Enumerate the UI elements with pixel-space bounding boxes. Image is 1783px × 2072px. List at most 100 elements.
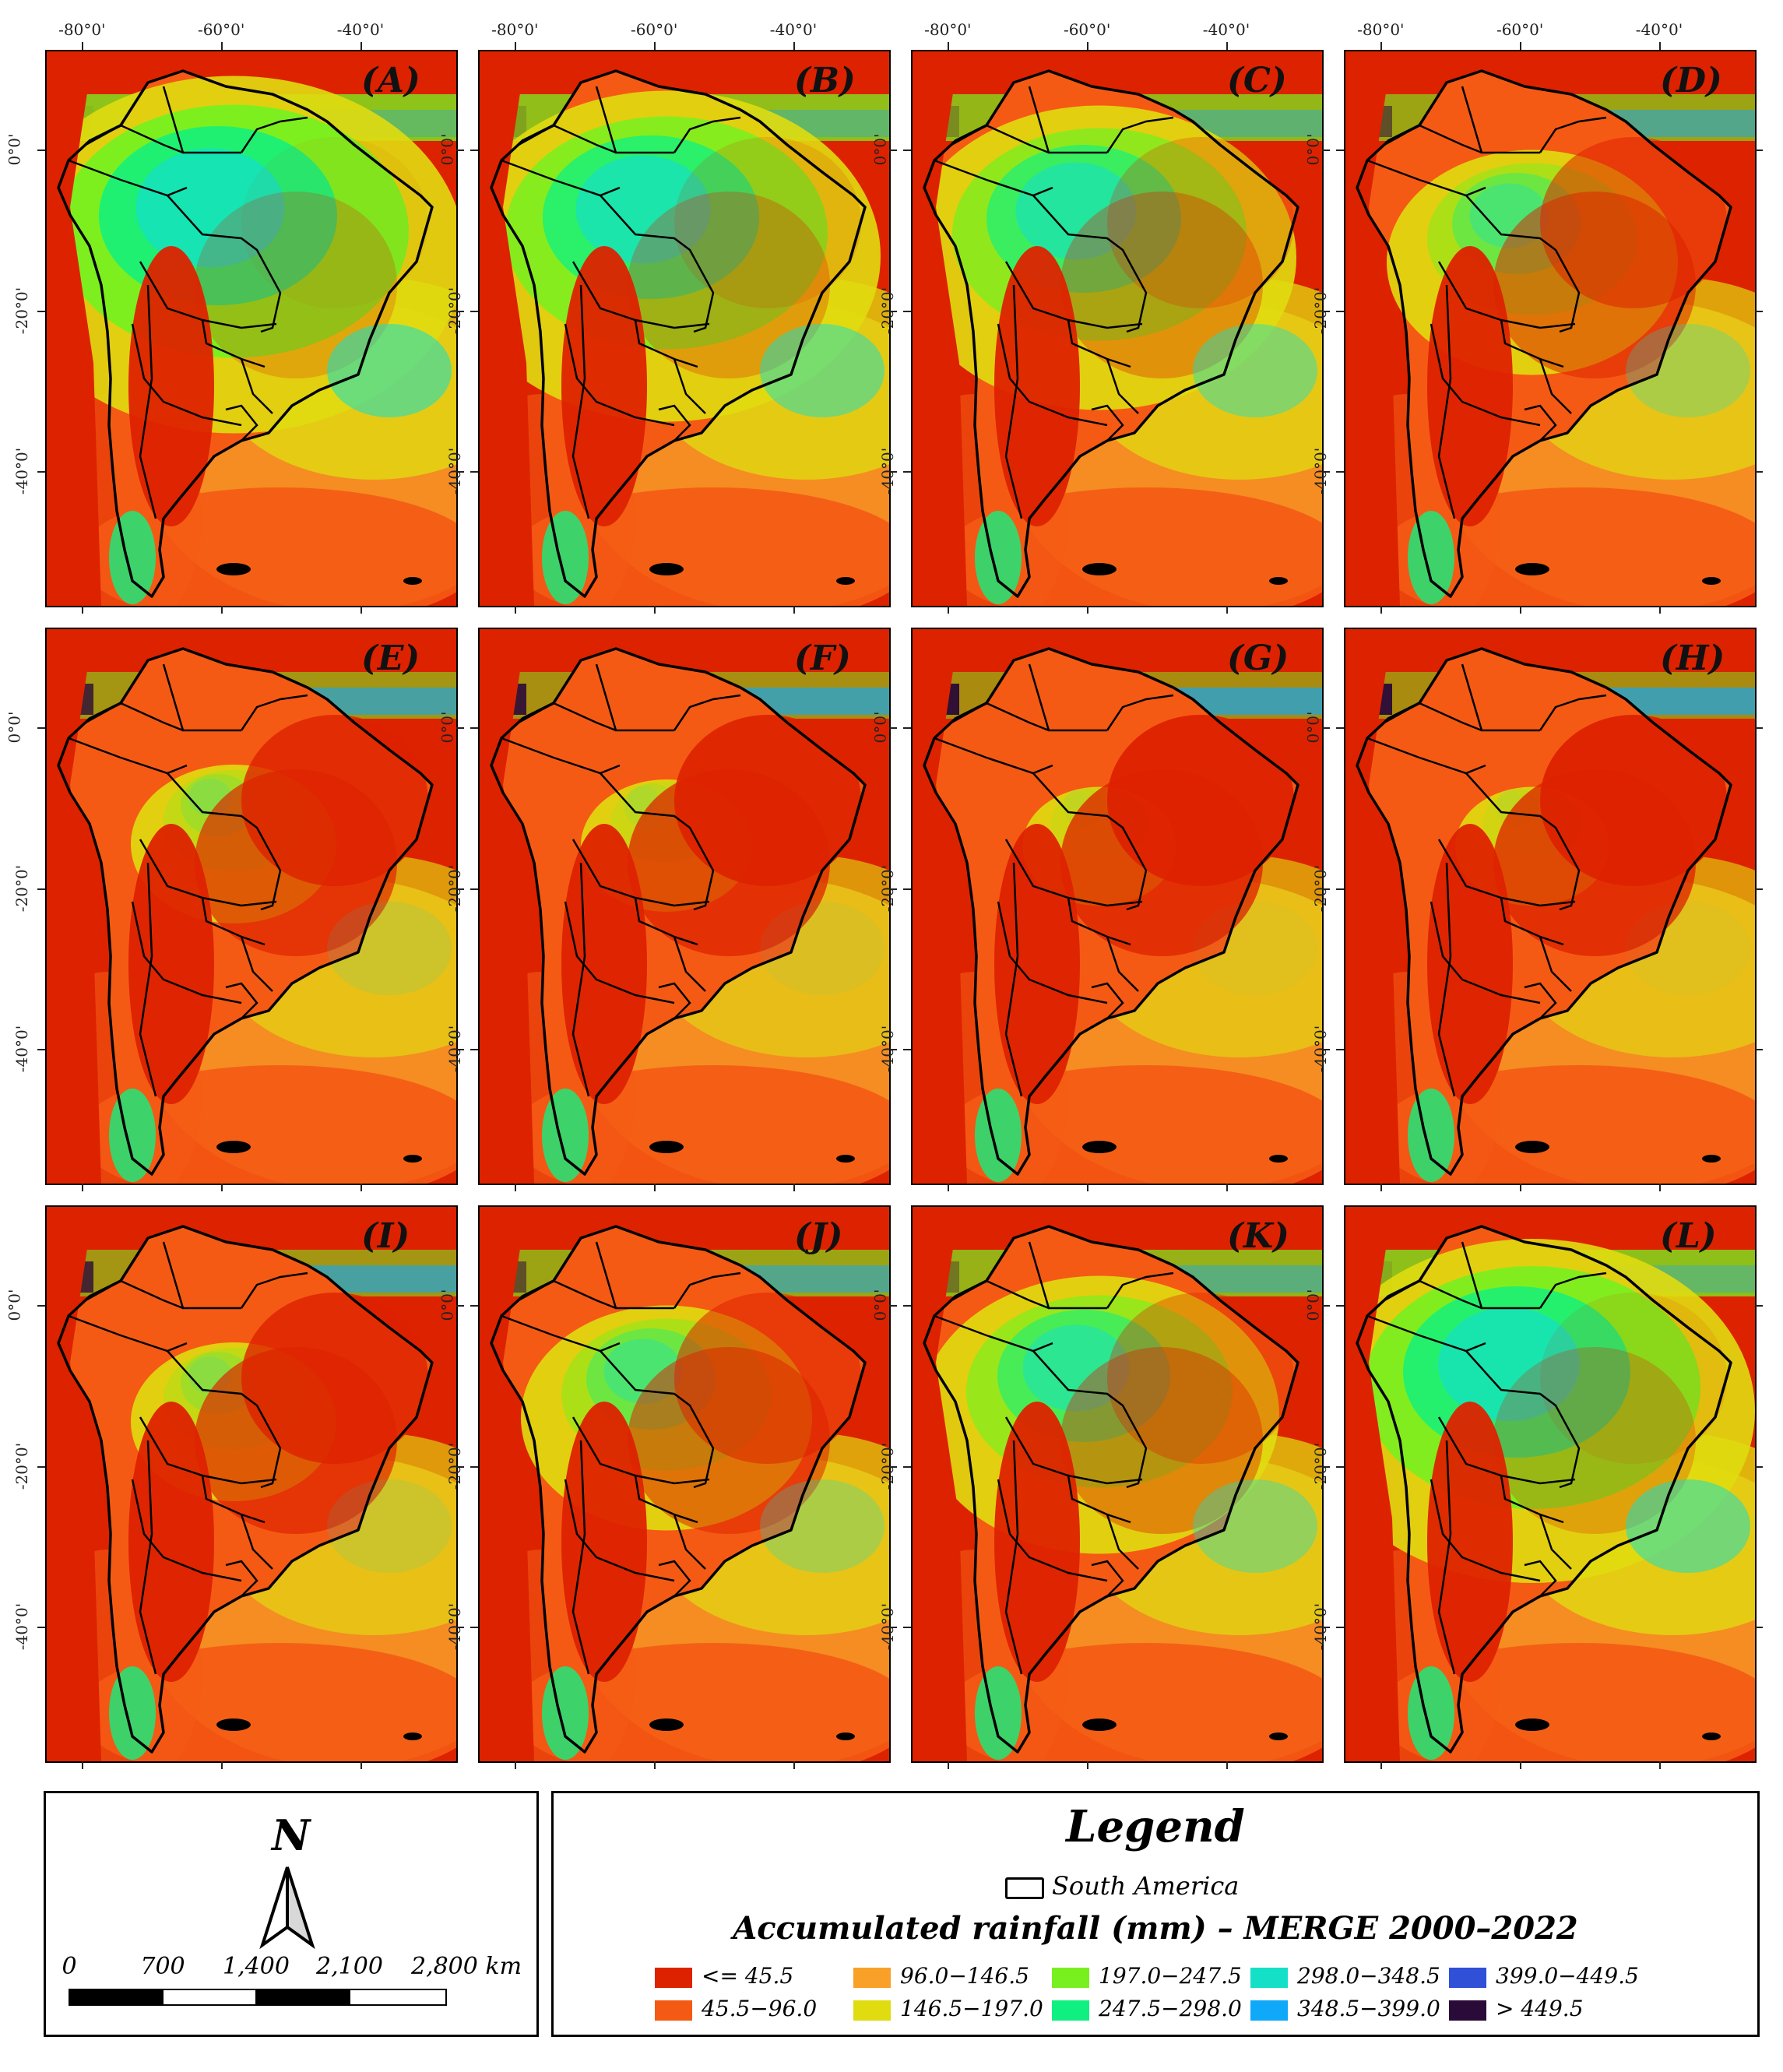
y-tick-mark bbox=[470, 150, 478, 152]
x-tick-mark bbox=[82, 606, 84, 614]
x-tick-mark bbox=[793, 42, 796, 50]
legend-swatch bbox=[1250, 2000, 1288, 2021]
y-tick-label: -40°0' bbox=[878, 447, 898, 495]
x-tick-mark bbox=[360, 606, 363, 614]
scale-label: 1,400 bbox=[223, 1953, 290, 1980]
x-tick-mark bbox=[221, 606, 223, 614]
y-tick-mark bbox=[889, 727, 897, 730]
y-tick-mark bbox=[1322, 888, 1330, 890]
legend-class-item: <= 45.5 bbox=[655, 1963, 793, 1989]
y-tick-mark bbox=[456, 1627, 464, 1629]
legend-subtitle: Accumulated rainfall (mm) – MERGE 2000–2… bbox=[733, 1910, 1578, 1947]
y-tick-mark bbox=[1336, 1627, 1344, 1629]
y-tick-label: -20°0' bbox=[1311, 1442, 1331, 1490]
legend-title: Legend bbox=[1066, 1801, 1245, 1852]
panel-label: (D) bbox=[1660, 61, 1722, 100]
y-tick-mark bbox=[470, 1305, 478, 1307]
y-tick-mark bbox=[1336, 1049, 1344, 1051]
x-tick-mark bbox=[654, 42, 656, 50]
y-tick-label: 0°0' bbox=[1303, 133, 1323, 166]
y-tick-label: -40°0' bbox=[12, 1025, 32, 1073]
x-tick-mark bbox=[515, 1761, 517, 1769]
y-tick-mark bbox=[456, 150, 464, 152]
y-tick-mark bbox=[456, 471, 464, 473]
scale-label: 2,100 bbox=[316, 1953, 383, 1980]
y-tick-mark bbox=[1755, 1305, 1763, 1307]
x-tick-label: -80°0' bbox=[58, 20, 106, 39]
x-tick-mark bbox=[1087, 1184, 1089, 1191]
y-tick-label: -40°0' bbox=[1311, 447, 1331, 495]
x-tick-mark bbox=[82, 1761, 84, 1769]
panel-label: (G) bbox=[1227, 638, 1289, 678]
y-tick-mark bbox=[1755, 727, 1763, 730]
legend-class-label: 348.5−399.0 bbox=[1297, 1996, 1440, 2021]
y-tick-mark bbox=[1322, 1049, 1330, 1051]
y-tick-mark bbox=[889, 1049, 897, 1051]
rainfall-map bbox=[1344, 628, 1757, 1185]
rainfall-map bbox=[1344, 50, 1757, 607]
legend-class-item: 247.5−298.0 bbox=[1052, 1996, 1242, 2021]
x-tick-mark bbox=[1659, 606, 1662, 614]
x-tick-mark bbox=[1520, 42, 1522, 50]
y-tick-mark bbox=[470, 471, 478, 473]
y-tick-mark bbox=[470, 310, 478, 312]
legend-class-label: 399.0−449.5 bbox=[1496, 1963, 1639, 1989]
x-tick-mark bbox=[360, 42, 363, 50]
y-tick-mark bbox=[1322, 1465, 1330, 1468]
y-tick-label: -40°0' bbox=[1311, 1602, 1331, 1651]
legend-swatch bbox=[853, 2000, 891, 2021]
panel-label: (I) bbox=[361, 1216, 410, 1256]
legend-swatch bbox=[853, 1967, 891, 1988]
y-tick-mark bbox=[470, 1049, 478, 1051]
legend-swatch bbox=[1449, 2000, 1486, 2021]
x-tick-mark bbox=[515, 1184, 517, 1191]
y-tick-label: -20°0' bbox=[878, 287, 898, 334]
x-tick-mark bbox=[948, 42, 950, 50]
y-tick-label: 0°0' bbox=[5, 133, 24, 166]
y-tick-mark bbox=[37, 1465, 45, 1468]
panel-label: (E) bbox=[361, 638, 420, 678]
rainfall-map bbox=[45, 628, 458, 1185]
y-tick-mark bbox=[903, 1049, 911, 1051]
legend-class-label: 247.5−298.0 bbox=[1099, 1996, 1242, 2021]
y-tick-mark bbox=[37, 1305, 45, 1307]
legend-class-item: 96.0−146.5 bbox=[853, 1963, 1029, 1989]
legend-class-item: 399.0−449.5 bbox=[1449, 1963, 1639, 1989]
y-tick-mark bbox=[470, 1465, 478, 1468]
panel-label: (H) bbox=[1660, 638, 1725, 678]
y-tick-mark bbox=[1755, 471, 1763, 473]
boundary-label: South America bbox=[1052, 1871, 1240, 1901]
y-tick-label: 0°0' bbox=[438, 711, 457, 744]
y-tick-label: -40°0' bbox=[12, 447, 32, 495]
x-tick-mark bbox=[360, 1761, 363, 1769]
legend-class-item: 45.5−96.0 bbox=[655, 1996, 817, 2021]
x-tick-mark bbox=[948, 1761, 950, 1769]
x-tick-mark bbox=[654, 1761, 656, 1769]
legend-boundary-item: South America bbox=[1005, 1871, 1239, 1901]
x-tick-mark bbox=[221, 1184, 223, 1191]
rainfall-map bbox=[45, 1205, 458, 1763]
boundary-swatch bbox=[1005, 1877, 1044, 1899]
panel-label: (C) bbox=[1227, 61, 1287, 100]
panel-label: (F) bbox=[794, 638, 851, 678]
legend-class-label: 96.0−146.5 bbox=[900, 1963, 1029, 1989]
y-tick-mark bbox=[1755, 150, 1763, 152]
legend-class-label: 146.5−197.0 bbox=[900, 1996, 1043, 2021]
legend-class-label: > 449.5 bbox=[1496, 1996, 1584, 2021]
y-tick-mark bbox=[456, 310, 464, 312]
rainfall-map bbox=[911, 628, 1324, 1185]
y-tick-label: -20°0' bbox=[445, 287, 465, 334]
scale-label: 700 bbox=[140, 1953, 185, 1980]
y-tick-mark bbox=[456, 888, 464, 890]
legend-class-label: <= 45.5 bbox=[702, 1963, 794, 1989]
y-tick-label: -40°0' bbox=[445, 1025, 465, 1073]
y-tick-mark bbox=[1322, 1627, 1330, 1629]
rainfall-map bbox=[911, 1205, 1324, 1763]
x-tick-label: -60°0' bbox=[1063, 20, 1111, 39]
x-tick-mark bbox=[1380, 1761, 1383, 1769]
x-tick-mark bbox=[1087, 42, 1089, 50]
y-tick-mark bbox=[903, 150, 911, 152]
y-tick-mark bbox=[456, 1049, 464, 1051]
x-tick-mark bbox=[82, 1184, 84, 1191]
y-tick-label: 0°0' bbox=[438, 133, 457, 166]
